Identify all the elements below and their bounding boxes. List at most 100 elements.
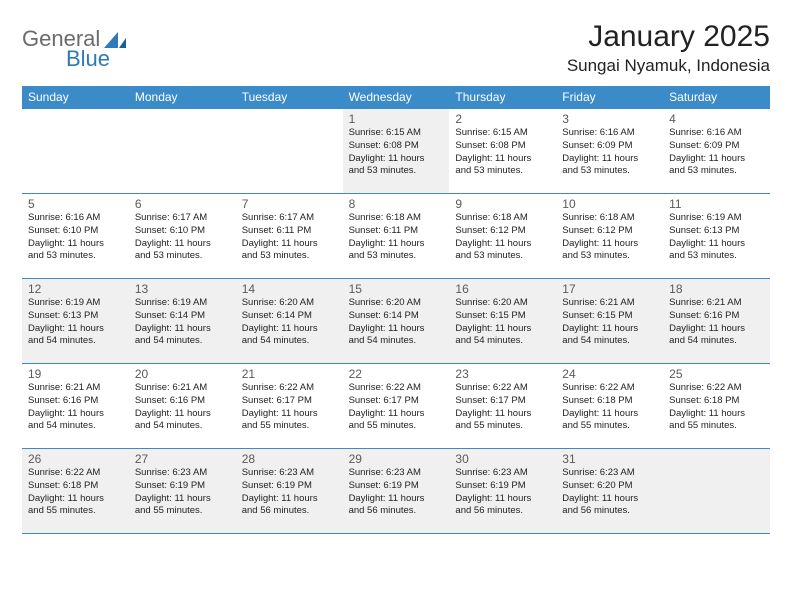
- day-cell: 30Sunrise: 6:23 AMSunset: 6:19 PMDayligh…: [449, 449, 556, 533]
- sunset-text: Sunset: 6:20 PM: [562, 480, 657, 493]
- location: Sungai Nyamuk, Indonesia: [567, 56, 770, 76]
- daylight-text-1: Daylight: 11 hours: [562, 493, 657, 506]
- daylight-text-1: Daylight: 11 hours: [562, 238, 657, 251]
- daylight-text-2: and 55 minutes.: [28, 505, 123, 518]
- day-number: 28: [242, 452, 337, 466]
- day-cell: 9Sunrise: 6:18 AMSunset: 6:12 PMDaylight…: [449, 194, 556, 278]
- sunset-text: Sunset: 6:13 PM: [28, 310, 123, 323]
- sunset-text: Sunset: 6:16 PM: [135, 395, 230, 408]
- day-cell: 15Sunrise: 6:20 AMSunset: 6:14 PMDayligh…: [343, 279, 450, 363]
- daylight-text-1: Daylight: 11 hours: [349, 493, 444, 506]
- sunrise-text: Sunrise: 6:19 AM: [135, 297, 230, 310]
- sunrise-text: Sunrise: 6:17 AM: [242, 212, 337, 225]
- daylight-text-1: Daylight: 11 hours: [669, 153, 764, 166]
- sunrise-text: Sunrise: 6:20 AM: [349, 297, 444, 310]
- weekday-thu: Thursday: [449, 86, 556, 109]
- day-number: 11: [669, 197, 764, 211]
- daylight-text-2: and 53 minutes.: [562, 250, 657, 263]
- daylight-text-2: and 55 minutes.: [242, 420, 337, 433]
- week-row: 19Sunrise: 6:21 AMSunset: 6:16 PMDayligh…: [22, 364, 770, 449]
- sunrise-text: Sunrise: 6:18 AM: [455, 212, 550, 225]
- day-number: 30: [455, 452, 550, 466]
- header: GeneralBlue January 2025 Sungai Nyamuk, …: [22, 20, 770, 76]
- sunset-text: Sunset: 6:11 PM: [349, 225, 444, 238]
- daylight-text-2: and 54 minutes.: [135, 420, 230, 433]
- daylight-text-2: and 53 minutes.: [562, 165, 657, 178]
- sunset-text: Sunset: 6:19 PM: [349, 480, 444, 493]
- sunrise-text: Sunrise: 6:16 AM: [669, 127, 764, 140]
- weekday-mon: Monday: [129, 86, 236, 109]
- sunset-text: Sunset: 6:16 PM: [669, 310, 764, 323]
- sunset-text: Sunset: 6:10 PM: [135, 225, 230, 238]
- sunset-text: Sunset: 6:10 PM: [28, 225, 123, 238]
- daylight-text-2: and 56 minutes.: [455, 505, 550, 518]
- sunrise-text: Sunrise: 6:22 AM: [455, 382, 550, 395]
- daylight-text-2: and 56 minutes.: [349, 505, 444, 518]
- day-number: 19: [28, 367, 123, 381]
- day-cell: 14Sunrise: 6:20 AMSunset: 6:14 PMDayligh…: [236, 279, 343, 363]
- sunset-text: Sunset: 6:19 PM: [455, 480, 550, 493]
- day-number: 18: [669, 282, 764, 296]
- daylight-text-1: Daylight: 11 hours: [28, 408, 123, 421]
- daylight-text-2: and 53 minutes.: [455, 165, 550, 178]
- daylight-text-1: Daylight: 11 hours: [28, 323, 123, 336]
- daylight-text-2: and 54 minutes.: [455, 335, 550, 348]
- daylight-text-1: Daylight: 11 hours: [455, 153, 550, 166]
- daylight-text-1: Daylight: 11 hours: [135, 238, 230, 251]
- daylight-text-1: Daylight: 11 hours: [669, 238, 764, 251]
- daylight-text-1: Daylight: 11 hours: [562, 323, 657, 336]
- daylight-text-1: Daylight: 11 hours: [455, 323, 550, 336]
- day-cell: 26Sunrise: 6:22 AMSunset: 6:18 PMDayligh…: [22, 449, 129, 533]
- sunrise-text: Sunrise: 6:23 AM: [562, 467, 657, 480]
- daylight-text-2: and 55 minutes.: [135, 505, 230, 518]
- daylight-text-1: Daylight: 11 hours: [349, 238, 444, 251]
- daylight-text-2: and 53 minutes.: [455, 250, 550, 263]
- day-cell: 5Sunrise: 6:16 AMSunset: 6:10 PMDaylight…: [22, 194, 129, 278]
- sunset-text: Sunset: 6:14 PM: [349, 310, 444, 323]
- day-number: 24: [562, 367, 657, 381]
- daylight-text-1: Daylight: 11 hours: [135, 493, 230, 506]
- daylight-text-1: Daylight: 11 hours: [455, 408, 550, 421]
- sunset-text: Sunset: 6:15 PM: [455, 310, 550, 323]
- sunrise-text: Sunrise: 6:22 AM: [669, 382, 764, 395]
- sunset-text: Sunset: 6:13 PM: [669, 225, 764, 238]
- day-number: 23: [455, 367, 550, 381]
- daylight-text-2: and 53 minutes.: [135, 250, 230, 263]
- daylight-text-2: and 54 minutes.: [669, 335, 764, 348]
- day-number: 26: [28, 452, 123, 466]
- daylight-text-2: and 53 minutes.: [28, 250, 123, 263]
- sunrise-text: Sunrise: 6:23 AM: [349, 467, 444, 480]
- sunset-text: Sunset: 6:14 PM: [135, 310, 230, 323]
- day-cell: 27Sunrise: 6:23 AMSunset: 6:19 PMDayligh…: [129, 449, 236, 533]
- weekday-wed: Wednesday: [343, 86, 450, 109]
- daylight-text-1: Daylight: 11 hours: [349, 323, 444, 336]
- day-number: 4: [669, 112, 764, 126]
- sunset-text: Sunset: 6:09 PM: [562, 140, 657, 153]
- day-cell: 24Sunrise: 6:22 AMSunset: 6:18 PMDayligh…: [556, 364, 663, 448]
- sunset-text: Sunset: 6:17 PM: [242, 395, 337, 408]
- day-number: 12: [28, 282, 123, 296]
- daylight-text-2: and 55 minutes.: [669, 420, 764, 433]
- daylight-text-2: and 55 minutes.: [349, 420, 444, 433]
- day-number: 16: [455, 282, 550, 296]
- day-cell: 28Sunrise: 6:23 AMSunset: 6:19 PMDayligh…: [236, 449, 343, 533]
- day-cell: 22Sunrise: 6:22 AMSunset: 6:17 PMDayligh…: [343, 364, 450, 448]
- day-cell: 6Sunrise: 6:17 AMSunset: 6:10 PMDaylight…: [129, 194, 236, 278]
- day-cell: 20Sunrise: 6:21 AMSunset: 6:16 PMDayligh…: [129, 364, 236, 448]
- sunrise-text: Sunrise: 6:15 AM: [349, 127, 444, 140]
- day-number: 27: [135, 452, 230, 466]
- day-number: 3: [562, 112, 657, 126]
- day-cell: 4Sunrise: 6:16 AMSunset: 6:09 PMDaylight…: [663, 109, 770, 193]
- day-cell: 11Sunrise: 6:19 AMSunset: 6:13 PMDayligh…: [663, 194, 770, 278]
- sunset-text: Sunset: 6:18 PM: [669, 395, 764, 408]
- day-number: 5: [28, 197, 123, 211]
- day-cell: 3Sunrise: 6:16 AMSunset: 6:09 PMDaylight…: [556, 109, 663, 193]
- daylight-text-1: Daylight: 11 hours: [669, 323, 764, 336]
- calendar: Sunday Monday Tuesday Wednesday Thursday…: [22, 86, 770, 534]
- daylight-text-2: and 54 minutes.: [135, 335, 230, 348]
- sunrise-text: Sunrise: 6:20 AM: [455, 297, 550, 310]
- weekday-sat: Saturday: [663, 86, 770, 109]
- day-cell: 19Sunrise: 6:21 AMSunset: 6:16 PMDayligh…: [22, 364, 129, 448]
- sunset-text: Sunset: 6:14 PM: [242, 310, 337, 323]
- sunset-text: Sunset: 6:08 PM: [349, 140, 444, 153]
